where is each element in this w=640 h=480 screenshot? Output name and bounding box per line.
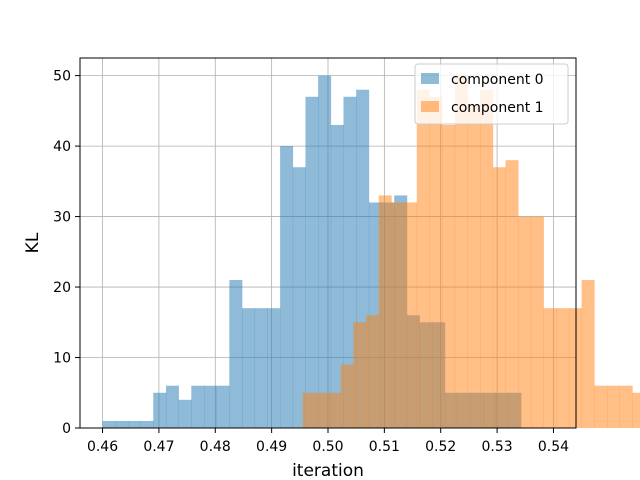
y-tick-label: 0 [62, 421, 71, 437]
histogram-bar-component-1 [467, 103, 481, 429]
y-tick-label: 10 [53, 351, 71, 367]
histogram-bar-component-1 [416, 89, 430, 428]
histogram-bar-component-0 [102, 420, 116, 428]
histogram-bar-component-1 [568, 308, 582, 428]
histogram-bar-component-0 [242, 308, 256, 428]
histogram-bar-component-0 [280, 146, 294, 428]
histogram-bar-component-1 [391, 202, 405, 428]
histogram-bar-component-0 [343, 96, 357, 428]
histogram-bar-component-0 [318, 75, 332, 428]
histogram-bar-component-0 [127, 420, 141, 428]
y-tick-label: 40 [53, 139, 71, 155]
histogram-bar-component-1 [366, 315, 380, 428]
histogram-bar-component-1 [619, 385, 633, 428]
x-tick-label: 0.54 [538, 439, 569, 455]
x-axis-title: iteration [292, 461, 364, 480]
x-tick-label: 0.50 [312, 439, 343, 455]
legend-swatch-component-0 [421, 73, 439, 84]
histogram-bar-component-0 [153, 392, 167, 428]
histogram-bar-component-1 [454, 75, 468, 428]
histogram-bar-component-0 [305, 96, 319, 428]
histogram-bar-component-1 [315, 392, 329, 428]
x-axis-ticks: 0.46 0.47 0.48 0.49 0.50 0.51 0.52 0.53 0.54 [87, 428, 569, 455]
y-axis-title: KL [23, 232, 43, 253]
histogram-bar-component-1 [581, 280, 595, 428]
legend-label-component-0: component 0 [451, 72, 544, 88]
x-tick-label: 0.48 [200, 439, 231, 455]
histogram-bar-component-1 [302, 392, 316, 428]
x-tick-label: 0.51 [369, 439, 400, 455]
histogram-bar-component-1 [328, 392, 341, 428]
x-tick-label: 0.49 [256, 439, 287, 455]
histogram-bar-component-0 [216, 385, 230, 428]
y-axis-ticks: 0 10 20 30 40 50 [53, 69, 80, 437]
histogram-bar-component-0 [254, 308, 268, 428]
histogram-bar-component-0 [178, 399, 192, 428]
histogram-bar-component-1 [353, 322, 367, 428]
histogram-bar-component-1 [556, 308, 570, 428]
histogram-bar-component-1 [492, 167, 506, 428]
x-tick-label: 0.46 [87, 439, 118, 455]
histogram-bar-component-1 [404, 202, 418, 428]
histogram-bar-component-0 [292, 167, 306, 428]
series-component-1-bars [302, 75, 640, 429]
x-tick-label: 0.47 [143, 439, 174, 455]
histogram-bar-component-0 [115, 420, 129, 428]
histogram-bar-component-0 [330, 124, 344, 428]
histogram-bar-component-1 [429, 96, 443, 428]
x-tick-label: 0.52 [425, 439, 456, 455]
histogram-bar-component-1 [543, 308, 557, 428]
histogram-bar-component-1 [378, 195, 392, 428]
histogram-bar-component-1 [607, 385, 620, 428]
histogram-bar-component-1 [480, 89, 494, 428]
histogram-bar-component-0 [204, 385, 217, 428]
histogram-bar-component-1 [530, 216, 544, 428]
y-tick-label: 50 [53, 69, 71, 85]
histogram-bar-component-0 [191, 385, 205, 428]
histogram-bar-component-1 [442, 124, 456, 428]
legend-box [414, 63, 569, 125]
histogram-bar-component-1 [518, 216, 532, 428]
y-tick-label: 30 [53, 210, 71, 226]
histogram-bar-component-1 [632, 392, 640, 428]
x-tick-label: 0.53 [482, 439, 513, 455]
histogram-bar-component-1 [505, 160, 519, 428]
histogram-bar-component-0 [229, 280, 243, 428]
histogram-bar-component-0 [267, 308, 281, 428]
histogram-bar-component-0 [140, 420, 154, 428]
legend-label-component-1: component 1 [451, 100, 544, 116]
histogram-bar-component-0 [165, 385, 179, 428]
y-tick-label: 20 [53, 280, 71, 296]
histogram-bar-component-1 [340, 364, 354, 428]
legend: component 0 component 1 [414, 63, 569, 125]
legend-swatch-component-1 [421, 101, 439, 112]
histogram-bar-component-1 [594, 385, 608, 428]
